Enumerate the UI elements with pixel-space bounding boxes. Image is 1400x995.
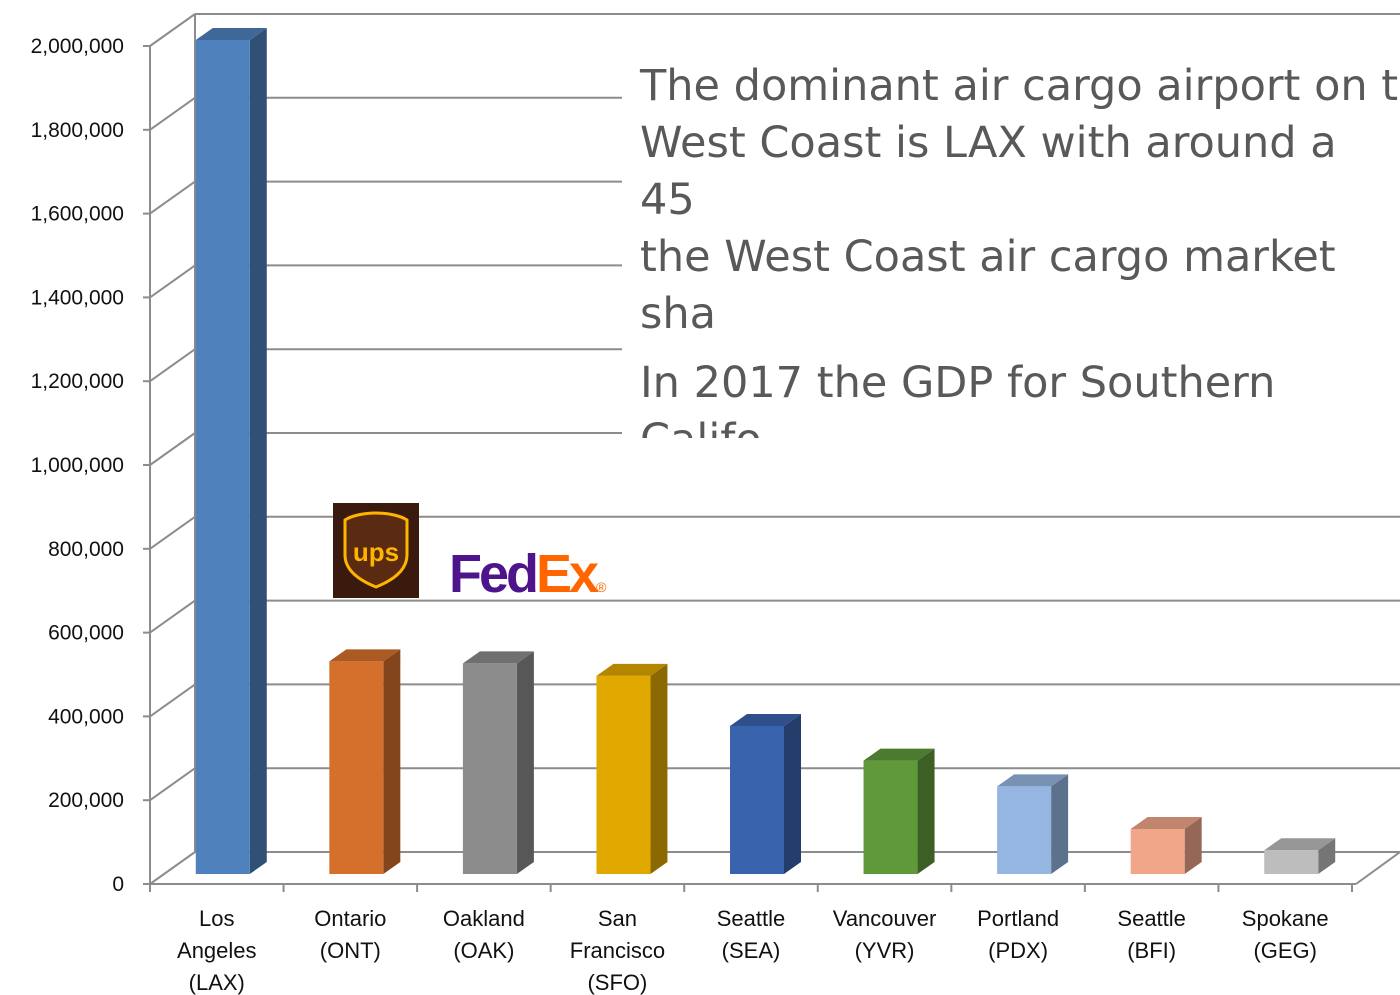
chart-axes (143, 14, 1400, 892)
annotation-callout: The dominant air cargo airport on t West… (622, 58, 1400, 438)
gridline-side (149, 515, 196, 550)
bar-side (650, 663, 668, 874)
gridline-side (149, 348, 196, 383)
y-tick-label: 1,400,000 (31, 286, 124, 309)
bar-top (730, 713, 801, 726)
gridline-side (149, 432, 196, 466)
y-tick-label: 400,000 (48, 705, 124, 728)
bar-top (596, 663, 668, 676)
bar (329, 649, 401, 874)
y-tick-label: 800,000 (48, 538, 124, 561)
bar-top (195, 28, 267, 40)
bar-front (596, 675, 651, 874)
floor-edge (1355, 851, 1400, 885)
ups-logo-text: ups (353, 537, 399, 567)
x-category-label: Oakland (OAK) (443, 906, 525, 963)
y-tick-label: 1,200,000 (31, 370, 124, 393)
bar-front (462, 663, 517, 874)
gridline-side (149, 599, 196, 634)
gridline-side (149, 683, 196, 718)
bar (195, 28, 267, 874)
y-axis-tick-labels: 0 200,000 400,000 600,000 800,000 1,000,000 1,… (31, 35, 124, 896)
bar-side (383, 649, 401, 874)
gridline-side (149, 851, 196, 885)
x-category-label: Seattle (BFI) (1117, 906, 1186, 963)
bar (596, 663, 668, 874)
chart-bars (195, 28, 1336, 874)
bar-front (863, 760, 918, 874)
x-category-label: Vancouver (YVR) (833, 906, 937, 963)
y-tick-label: 1,600,000 (31, 203, 124, 226)
bar-side (1051, 774, 1069, 874)
annotation-paragraph-2: In 2017 the GDP for Southern Califo exce… (640, 358, 1276, 438)
gridline-side (149, 767, 196, 802)
gridline-side (149, 180, 196, 215)
fedex-logo-mark: ® (596, 579, 607, 595)
bar-top (1130, 816, 1202, 829)
bar-front (329, 661, 384, 874)
x-category-label: Ontario (ONT) (314, 906, 386, 963)
x-category-label: Portland (PDX) (977, 906, 1059, 963)
bar (1264, 838, 1336, 874)
bar-top (997, 774, 1069, 787)
fedex-logo-fed: Fed (449, 544, 536, 600)
x-category-label: Los Angeles (LAX) (177, 906, 257, 995)
bar-top (1264, 838, 1336, 851)
bar-side (249, 28, 267, 874)
fedex-logo-ex: Ex (536, 544, 599, 600)
bar-front (997, 786, 1052, 874)
svg-text:FedEx®: FedEx® (449, 544, 607, 600)
fedex-logo: FedEx® (449, 544, 610, 600)
bar-top (462, 651, 534, 664)
bar-front (1130, 828, 1185, 874)
bar-side (784, 713, 801, 874)
gridline-side (149, 96, 196, 131)
annotation-paragraph-1: The dominant air cargo airport on t West… (640, 61, 1399, 339)
bar-top (863, 748, 935, 761)
gridline-side (149, 264, 196, 299)
bar-top (329, 649, 401, 662)
bar-front (195, 40, 250, 874)
bar (730, 713, 801, 874)
bar-front (1264, 850, 1319, 874)
bar-side (917, 748, 935, 874)
bar-side (516, 651, 534, 874)
y-tick-label: 2,000,000 (31, 35, 124, 58)
bar (1130, 816, 1202, 874)
y-tick-label: 600,000 (48, 622, 124, 645)
gridline-side (149, 13, 196, 47)
x-axis-category-labels: Los Angeles (LAX) Ontario (ONT) Oakland (OAK) S… (177, 906, 1329, 995)
ups-logo: ups (333, 503, 419, 598)
y-tick-label: 0 (112, 873, 124, 896)
x-category-label: Spokane (GEG) (1242, 906, 1329, 963)
bar-side (1318, 838, 1336, 874)
bar-side (1184, 816, 1202, 874)
y-tick-label: 1,000,000 (31, 454, 124, 477)
bar-front (730, 725, 784, 874)
y-tick-label: 1,800,000 (31, 119, 124, 142)
bar (997, 774, 1069, 874)
x-category-label: Seattle (SEA) (717, 906, 786, 963)
x-category-label: San Francisco (SFO) (570, 906, 665, 995)
bar (462, 651, 534, 874)
bar (863, 748, 935, 874)
y-tick-label: 200,000 (48, 789, 124, 812)
